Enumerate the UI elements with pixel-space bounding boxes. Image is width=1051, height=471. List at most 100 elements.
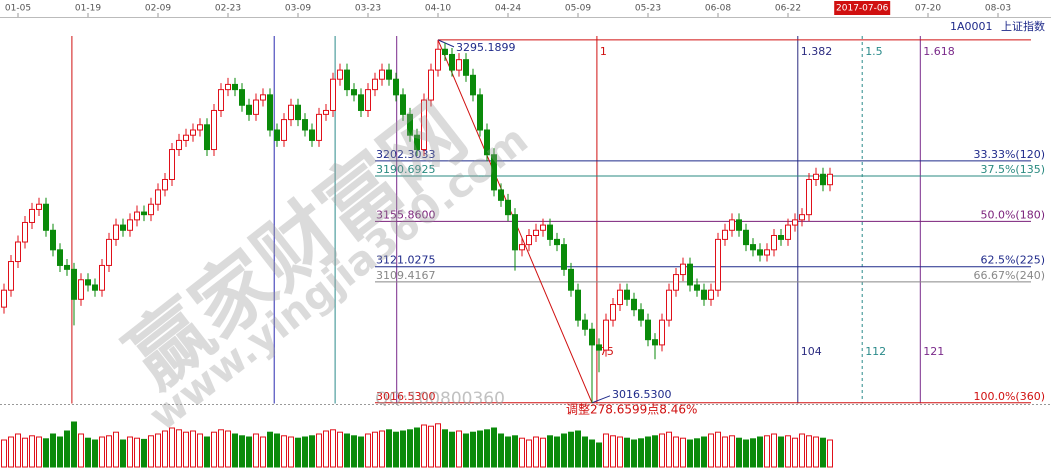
- volume-bar: [568, 431, 574, 468]
- candle-body: [43, 203, 49, 231]
- volume-bar: [302, 436, 308, 468]
- candle-body: [379, 69, 385, 80]
- candle-body: [596, 344, 602, 351]
- candle-body: [505, 199, 511, 216]
- volume-bar: [57, 436, 63, 468]
- candle-body: [92, 284, 98, 291]
- candle-body: [197, 124, 203, 131]
- candle-body: [288, 104, 294, 121]
- volume-bar: [148, 435, 154, 468]
- volume-bar: [85, 437, 91, 468]
- candle-body: [743, 229, 749, 246]
- candle-body: [512, 214, 518, 251]
- volume-bar: [211, 431, 217, 468]
- candle-body: [330, 78, 336, 111]
- low-pointer: [591, 395, 611, 404]
- volume-bar: [127, 436, 133, 468]
- candle-body: [687, 263, 693, 286]
- volume-bar: [260, 436, 266, 468]
- volume-bar: [736, 437, 742, 468]
- volume-bar: [533, 436, 539, 468]
- volume-bar: [715, 431, 721, 468]
- candle-body: [477, 94, 483, 131]
- volume-bar: [778, 436, 784, 468]
- volume-bar: [519, 437, 525, 468]
- volume-bar: [183, 431, 189, 468]
- candle-body: [617, 289, 623, 306]
- volume-bar: [687, 439, 693, 468]
- volume-bar: [561, 433, 567, 468]
- volume-bar: [106, 435, 112, 468]
- volume-bar: [729, 435, 735, 468]
- volume-bar: [456, 430, 462, 468]
- volume-bar: [820, 437, 826, 468]
- candle-body: [8, 261, 14, 291]
- volume-bar: [799, 433, 805, 468]
- volume-bar: [36, 436, 42, 468]
- volume-bar: [512, 435, 518, 468]
- x-tick-label: 06-22: [775, 4, 801, 14]
- volume-bar: [624, 437, 630, 468]
- candle-body: [519, 244, 525, 251]
- volume-bar: [204, 436, 210, 468]
- volume-bar: [169, 427, 175, 468]
- candle-body: [715, 238, 721, 291]
- candle-body: [603, 319, 609, 351]
- volume-bar: [694, 438, 700, 468]
- fib-ratio: 62.5%(225): [980, 254, 1045, 267]
- volume-bar: [379, 430, 385, 468]
- volume-bar: [757, 436, 763, 468]
- volume-bar: [78, 433, 84, 468]
- time-line-count: 121: [923, 345, 944, 358]
- candle-body: [680, 263, 686, 276]
- volume-bar: [71, 421, 77, 468]
- candle-body: [813, 173, 819, 180]
- volume-bar: [8, 436, 14, 468]
- volume-bar: [323, 430, 329, 468]
- candle-body: [302, 119, 308, 131]
- candle-body: [771, 234, 777, 251]
- fib-ratio: 66.67%(240): [973, 269, 1045, 282]
- candle-body: [211, 109, 217, 151]
- candle-body: [491, 154, 497, 191]
- candle-body: [498, 189, 504, 201]
- volume-bar: [743, 439, 749, 468]
- volume-bar: [64, 430, 70, 468]
- volume-bar: [232, 433, 238, 468]
- candle-body: [575, 289, 581, 321]
- candle-body: [260, 94, 266, 101]
- candle-body: [183, 134, 189, 141]
- x-tick-label: 03-23: [355, 4, 381, 14]
- current-date-box: [834, 1, 891, 15]
- candle-body: [50, 229, 56, 251]
- candle-body: [218, 89, 224, 111]
- candle-body: [764, 249, 770, 256]
- volume-bar: [477, 430, 483, 468]
- candle-body: [267, 94, 273, 131]
- volume-bar: [806, 435, 812, 468]
- candle-body: [358, 94, 364, 111]
- candle-body: [71, 268, 77, 300]
- time-line-ratio: 1.382: [801, 45, 833, 58]
- candle-body: [694, 284, 700, 291]
- candle-body: [344, 69, 350, 91]
- volume-bar: [372, 431, 378, 468]
- candle-body: [589, 328, 595, 346]
- volume-bar: [701, 436, 707, 468]
- candle-body: [659, 319, 665, 346]
- candle-body: [792, 219, 798, 226]
- volume-bar: [421, 424, 427, 468]
- candle-body: [428, 69, 434, 101]
- volume-bar: [316, 433, 322, 468]
- candle-body: [785, 224, 791, 240]
- candle-body: [666, 289, 672, 321]
- candle-body: [393, 78, 399, 96]
- volume-bar: [1, 439, 7, 468]
- candle-body: [421, 99, 427, 151]
- volume-bar: [22, 437, 28, 468]
- candle-body: [729, 219, 735, 231]
- volume-bar: [218, 429, 224, 468]
- high-pointer: [437, 39, 455, 48]
